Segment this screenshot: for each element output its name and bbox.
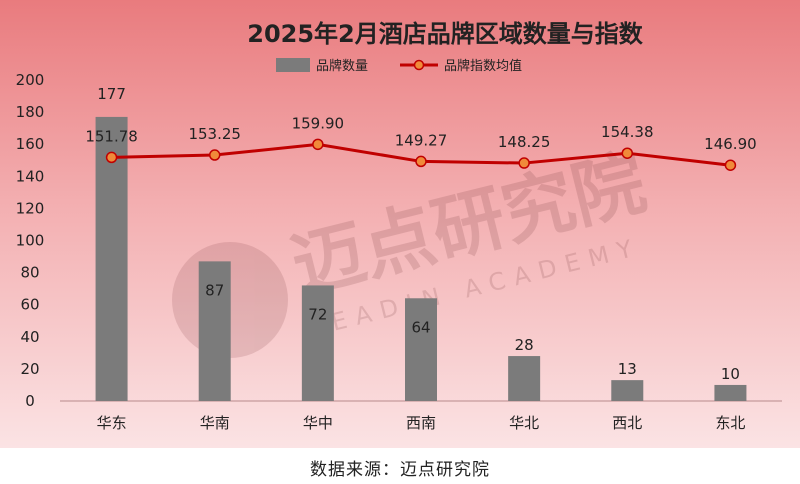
line-value-labels: 151.78 153.25 159.90 149.27 148.25 154.38 146.…	[85, 114, 756, 153]
line-value-label: 148.25	[498, 133, 551, 151]
bar	[405, 298, 437, 401]
line-value-label: 153.25	[188, 125, 241, 143]
source-note: 数据来源：迈点研究院	[310, 460, 490, 480]
bar	[95, 116, 128, 401]
y-tick-label: 160	[16, 135, 45, 153]
legend-bar-label: 品牌数量	[316, 58, 368, 74]
chart-title: 2025年2月酒店品牌区域数量与指数	[247, 20, 643, 48]
chart-panel: 迈点研究院 MEADIN ACADEMY 2025年2月酒店品牌区域数量与指数 …	[0, 0, 800, 448]
bar-value-label: 13	[618, 360, 637, 378]
bar-value-labels: 177 87 72 64 28 13 10	[97, 85, 740, 383]
bar-value-label: 64	[411, 318, 430, 336]
x-tick-label: 东北	[715, 414, 745, 432]
y-tick-label: 20	[20, 360, 39, 378]
y-tick-label: 140	[16, 167, 45, 185]
line-point	[415, 155, 427, 168]
x-tick-label: 华南	[200, 414, 230, 432]
y-axis-ticks: 0 20 40 60 80 100 120 140 160 180 200	[16, 71, 45, 410]
bar	[611, 380, 644, 401]
x-tick-label: 华北	[509, 414, 539, 432]
legend-line-label: 品牌指数均值	[444, 58, 522, 74]
x-tick-label: 华东	[97, 414, 127, 432]
legend-line-marker	[413, 59, 425, 71]
line-point	[105, 151, 118, 164]
bar	[508, 356, 541, 401]
bar	[714, 384, 747, 401]
line-point	[208, 149, 221, 161]
y-tick-label: 180	[16, 103, 45, 121]
line-value-label: 154.38	[601, 123, 654, 141]
x-tick-label: 西北	[612, 414, 642, 432]
line-point	[518, 157, 530, 169]
y-tick-label: 0	[25, 392, 35, 410]
bar-value-label: 177	[97, 85, 126, 103]
y-tick-label: 60	[20, 296, 39, 314]
bar-value-label: 87	[205, 281, 224, 299]
y-tick-label: 200	[16, 71, 45, 89]
line-value-label: 151.78	[85, 127, 138, 145]
y-tick-label: 100	[16, 232, 45, 250]
line-value-label: 149.27	[395, 131, 448, 149]
line-point	[724, 159, 737, 171]
line-value-label: 146.90	[704, 135, 757, 153]
chart: 迈点研究院 MEADIN ACADEMY 2025年2月酒店品牌区域数量与指数 …	[16, 20, 782, 432]
x-axis-ticks: 华东 华南 华中 西南 华北 西北 东北	[97, 414, 746, 432]
y-tick-label: 40	[20, 328, 39, 346]
bar-value-label: 10	[721, 365, 740, 383]
bar	[301, 285, 334, 401]
line-point	[621, 147, 634, 159]
y-tick-label: 120	[16, 199, 45, 217]
x-tick-label: 西南	[406, 414, 436, 432]
line-point	[312, 138, 324, 151]
bar-series	[95, 116, 747, 401]
bar	[198, 261, 231, 401]
legend: 品牌数量 品牌指数均值	[276, 58, 522, 74]
bar-value-label: 72	[308, 305, 327, 323]
line-series	[105, 138, 737, 171]
legend-bar-swatch	[276, 58, 310, 72]
bar-value-label: 28	[515, 336, 534, 354]
line-value-label: 159.90	[292, 114, 345, 132]
y-tick-label: 80	[20, 264, 39, 282]
x-tick-label: 华中	[303, 414, 333, 432]
